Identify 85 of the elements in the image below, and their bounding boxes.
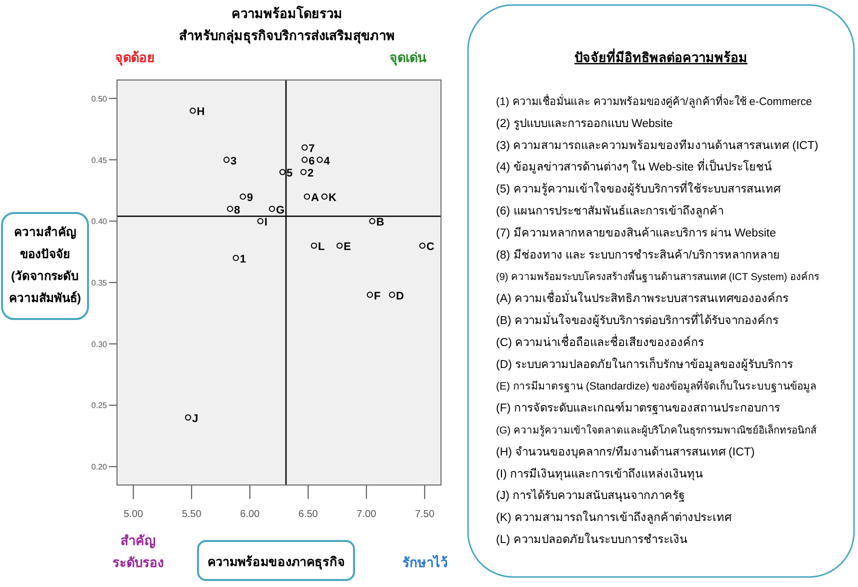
- y-tick-label: 0.45: [91, 156, 108, 165]
- y-tick-label: 0.40: [91, 217, 108, 226]
- y-tick-label: 0.25: [91, 401, 108, 410]
- x-tick-label: 6.00: [240, 509, 260, 520]
- y-tick-label: 0.30: [91, 340, 108, 349]
- text: (3) ความสามารถและความพร้อมของทีมงานด้านสารสนเทศ (ICT): [496, 138, 818, 152]
- text: (4) ข้อมูลข่าวสารด้านต่างๆ ใน Web-site ที่เป็นประโยชน์: [496, 158, 772, 174]
- text: (F) การจัดระดับและเกณฑ์มาตรฐานของสถานประกอบการ: [496, 400, 780, 415]
- text: ปัจจัยที่มีอิทธิพลต่อความพร้อม: [574, 48, 748, 65]
- series-label: H: [196, 106, 205, 118]
- text: (5) ความรู้ความเข้าใจของผู้รับบริการที่ใช้ระบบสารสนเทศ: [496, 180, 782, 196]
- text: (L) ความปลอดภัยในระบบการชำระเงิน: [496, 533, 688, 546]
- y-tick-label: 0.35: [91, 278, 108, 288]
- series-label: 7: [308, 143, 315, 155]
- x-tick-label: 6.50: [298, 509, 318, 520]
- series-label: B: [376, 216, 384, 229]
- y-tick-label: 0.20: [91, 462, 108, 472]
- x-tick-label: 5.50: [182, 509, 202, 520]
- series-label: 9: [246, 192, 253, 204]
- point: [279, 168, 286, 176]
- text: (I) การมีเงินทุนและการเข้าถึงแหล่งเงินทุน: [496, 467, 704, 480]
- point: [300, 168, 307, 176]
- series-label: A: [310, 192, 319, 204]
- point: [304, 193, 310, 200]
- text: (6) แผนการประชาสัมพันธ์และการเข้าถึงลูกค้า: [496, 204, 724, 218]
- point: [321, 193, 328, 200]
- point: [336, 242, 343, 249]
- series-label: D: [396, 290, 404, 302]
- series-label: L: [318, 241, 325, 254]
- point: [316, 156, 323, 163]
- point: [388, 292, 396, 298]
- text: (7) มีความหลากหลายของสินค้าและบริการ ผ่าน Website: [496, 226, 776, 240]
- point: [302, 156, 308, 163]
- text: (H) จำนวนของบุคลากร/ทีมงานด้านสารสนเทศ (ICT): [496, 445, 755, 458]
- x-tick-label: 5.00: [124, 509, 144, 520]
- series-label: 2: [307, 168, 314, 180]
- point: [232, 254, 239, 262]
- text: (K) ความสามารถในการเข้าถึงลูกค้าต่างประเทศ: [496, 511, 733, 524]
- text: รักษาไว้: [402, 554, 448, 570]
- text: สำคัญ ระดับรอง: [112, 533, 164, 570]
- series-label: J: [192, 413, 198, 425]
- series-label: 1: [240, 253, 246, 266]
- series-label: 4: [324, 155, 331, 168]
- text: (J) การได้รับความสนับสนุนจากภาครัฐ: [496, 489, 685, 502]
- point: [419, 242, 426, 249]
- series-label: F: [374, 290, 381, 302]
- text: (E) การมีมาตรฐาน (Standardize) ของข้อมูลที่จัดเก็บในระบบฐานข้อมูล: [496, 378, 816, 393]
- series-label: G: [276, 204, 285, 216]
- series-label: 5: [286, 168, 293, 180]
- series-label: C: [426, 241, 434, 254]
- point: [190, 108, 196, 114]
- point: [184, 414, 192, 421]
- text: (2) รูปแบบและการออกแบบ Website: [496, 118, 673, 130]
- point: [226, 206, 234, 212]
- point: [310, 242, 318, 249]
- series-label: K: [328, 192, 336, 204]
- text: (8) มีช่องทาง และ ระบบการชำระสินค้า/บริการหลากหลาย: [496, 248, 780, 262]
- y-axis-title: ความสำคัญ ของปัจจัย (วัดจากระดับ ความสัมพันธ์): [9, 225, 81, 305]
- point: [257, 218, 264, 224]
- point: [240, 193, 246, 200]
- point: [369, 218, 376, 224]
- text: (D) ระบบความปลอดภัยในการเก็บรักษาข้อมูลของผู้รับบริการ: [496, 356, 794, 371]
- text: (G) ความรู้ความเข้าใจตลาดและผู้บริโภคในธุรกรรมพาณิชย์อิเล็กทรอนิกส์: [496, 422, 816, 436]
- series-label: E: [344, 241, 351, 254]
- x-axis-title: ความพร้อมของภาคธุรกิจ: [208, 555, 344, 570]
- text: จุดด้อย: [115, 50, 155, 66]
- text: (B) ความมั่นใจของผู้รับบริการต่อบริการที่ได้รับจากองค์กร: [496, 312, 779, 327]
- series-label: 8: [234, 204, 240, 216]
- text: (1) ความเชื่อมั่นและ ความพร้อมของคู่ค้า/ลูกค้าที่จะใช้ e-Commerce: [496, 94, 812, 108]
- series-label: 3: [230, 155, 237, 168]
- series-label: I: [264, 216, 268, 229]
- text: จุดเด่น: [390, 50, 426, 66]
- series-label: 6: [308, 155, 315, 168]
- point: [302, 144, 308, 151]
- point: [366, 292, 374, 298]
- text: (C) ความน่าเชื่อถือและชื่อเสียงขององค์กร: [496, 334, 704, 349]
- text: (9) ความพร้อมระบบโครงสร้างพื้นฐานด้านสารสนเทศ (ICT System) องค์กร: [496, 269, 820, 284]
- y-tick-label: 0.50: [91, 94, 108, 104]
- point: [268, 206, 276, 212]
- text: (A) ความเชื่อมั่นในประสิทธิภาพระบบสารสนเทศขององค์กร: [496, 290, 789, 306]
- point: [223, 156, 230, 163]
- x-tick-label: 7.00: [356, 509, 377, 520]
- chart-subtitle: สำหรับกลุ่มธุรกิจบริการส่งเสริมสุขภาพ: [179, 28, 395, 44]
- x-tick-label: 7.50: [414, 509, 435, 520]
- chart-title: ความพร้อมโดยรวม: [232, 5, 342, 21]
